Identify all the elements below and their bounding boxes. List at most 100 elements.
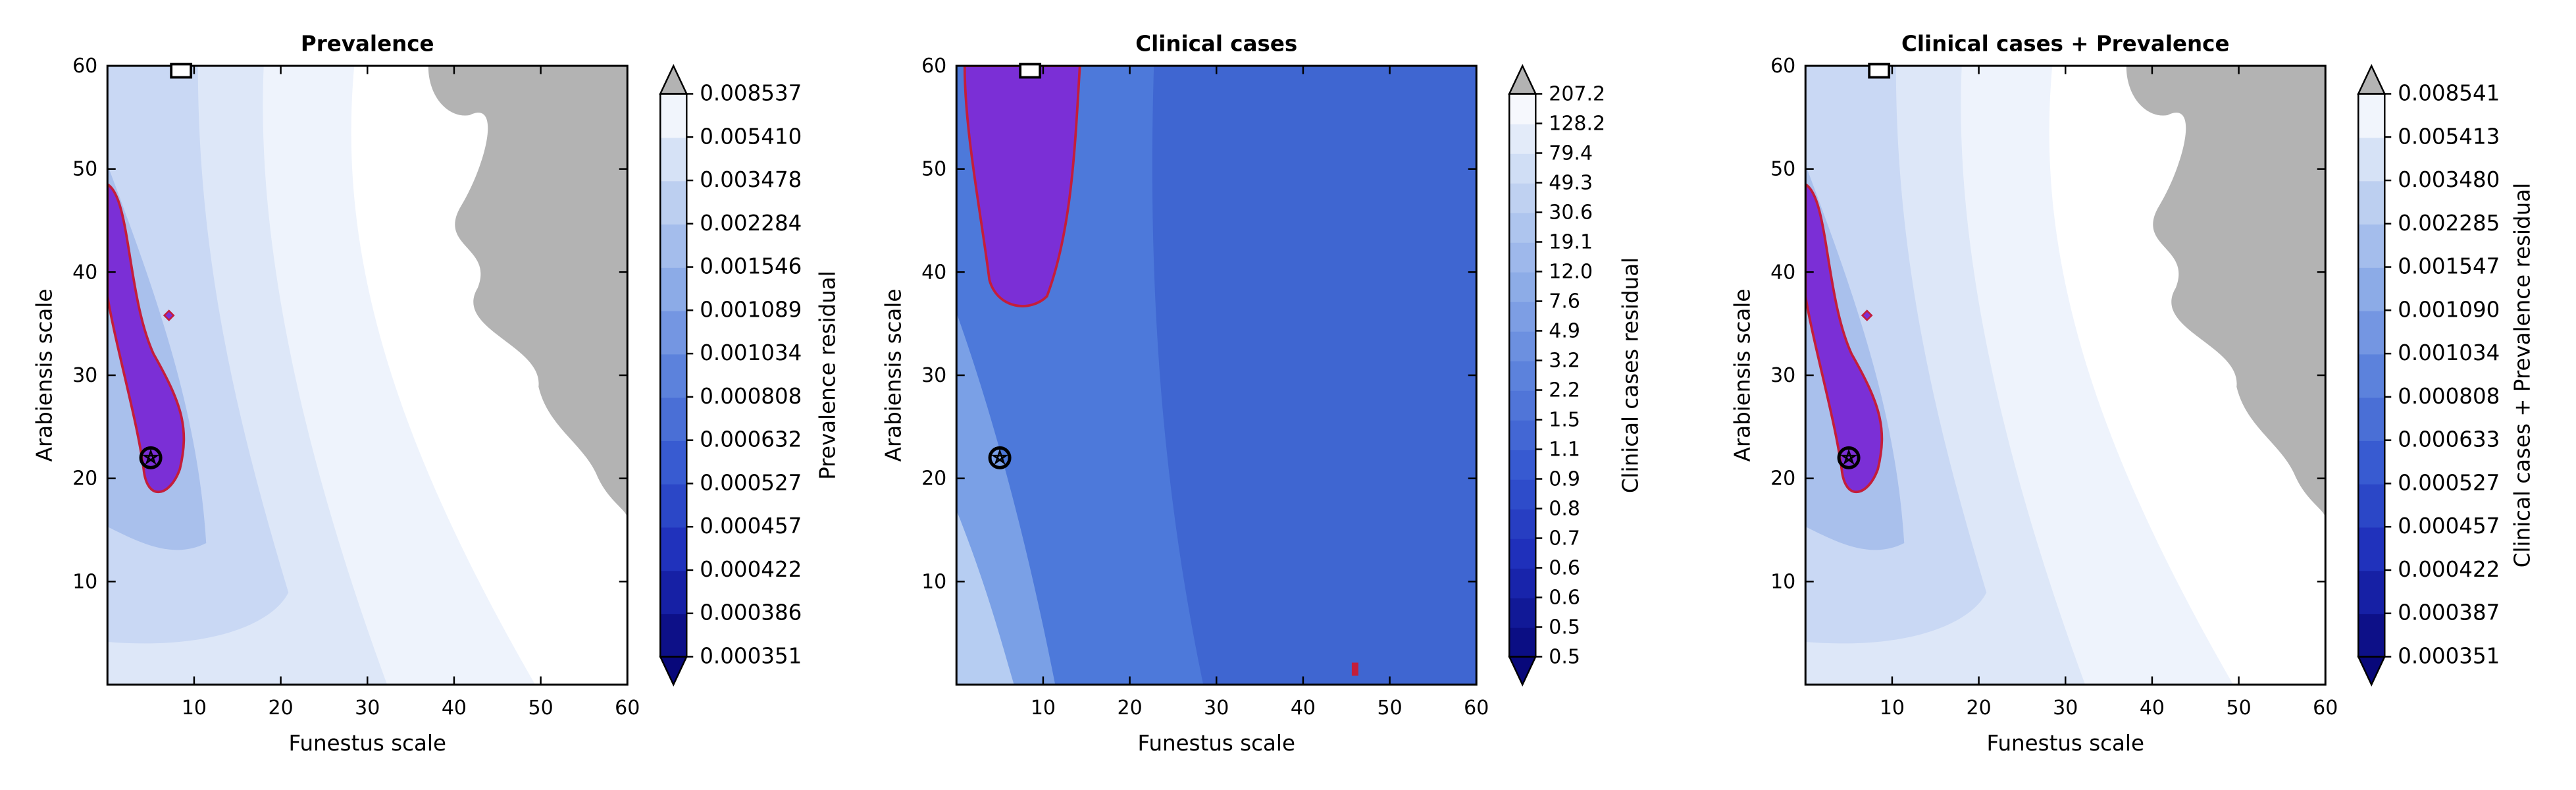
y-tick-label: 40 — [921, 261, 946, 284]
colorbar-tick-label: 0.7 — [1549, 527, 1580, 550]
colorbar-tick-label: 0.5 — [1549, 616, 1580, 639]
y-tick-label: 60 — [72, 55, 97, 78]
colorbar-tick-label: 0.002284 — [700, 211, 802, 236]
colorbar-extend-max — [659, 64, 688, 95]
y-tick-label: 50 — [921, 158, 946, 181]
x-tick-label: 40 — [2140, 697, 2165, 720]
colorbar-segment — [660, 527, 687, 571]
y-tick-label: 10 — [921, 570, 946, 593]
optimum-star-icon — [142, 448, 160, 465]
colorbar-tick-label: 0.6 — [1549, 557, 1580, 580]
contour-field — [1805, 66, 2326, 685]
colorbar-segment — [660, 223, 687, 268]
colorbar-tick-label: 1.1 — [1549, 438, 1580, 461]
masked-region — [2126, 66, 2326, 519]
x-axis-label: Funestus scale — [1138, 731, 1295, 756]
colorbar-segment — [1509, 627, 1536, 658]
colorbar-tick-label: 0.000386 — [700, 600, 802, 625]
colorbar-tick-label: 0.003478 — [700, 167, 802, 192]
y-tick-label: 30 — [921, 364, 946, 387]
colorbar-segment — [1509, 508, 1536, 539]
y-axis-label: Arabiensis scale — [1730, 289, 1755, 462]
colorbar-segment — [1509, 123, 1536, 154]
colorbar-tick-label: 4.9 — [1549, 320, 1580, 343]
small-purple-region — [163, 309, 175, 321]
colorbar-segment — [2358, 569, 2385, 614]
y-axis-label: Arabiensis scale — [32, 289, 57, 462]
colorbar-segment — [1509, 330, 1536, 361]
y-tick-label: 30 — [1770, 364, 1795, 387]
optimum-star-icon — [991, 448, 1009, 465]
colorbar-tick-label: 0.002285 — [2398, 211, 2500, 236]
y-tick-label: 10 — [72, 570, 97, 593]
x-tick-label: 30 — [355, 697, 380, 720]
colorbar-extend-min — [1508, 656, 1537, 687]
x-tick-label: 40 — [442, 697, 467, 720]
colorbar-segment — [1509, 212, 1536, 243]
y-tick-label: 50 — [1770, 158, 1795, 181]
contour-field — [107, 66, 628, 685]
y-tick-label: 60 — [921, 55, 946, 78]
chart-panel-1: 10 20 30 40 50 60 10 20 30 40 50 60 Prevalence Funest… — [32, 32, 840, 756]
x-tick-label: 60 — [615, 697, 640, 720]
masked-region — [428, 66, 628, 519]
colorbar-segment — [2358, 396, 2385, 441]
colorbar-segment — [1509, 479, 1536, 510]
colorbar-frame — [659, 93, 688, 658]
x-tick-label: 20 — [268, 697, 293, 720]
colorbar-segment — [660, 310, 687, 355]
colorbar-tick-label: 0.005413 — [2398, 124, 2500, 149]
x-tick-label: 10 — [1031, 697, 1056, 720]
x-tick-label: 60 — [2313, 697, 2338, 720]
colorbar-segment — [1509, 153, 1536, 184]
colorbar-tick-label: 0.000422 — [700, 557, 802, 582]
x-tick-label: 50 — [2226, 697, 2251, 720]
colorbar-label: Prevalence residual — [815, 271, 840, 479]
colorbar-segment — [1509, 182, 1536, 213]
colorbar-segment — [2358, 180, 2385, 225]
colorbar-tick-label: 0.003480 — [2398, 167, 2500, 192]
colorbar-tick-label: 79.4 — [1549, 142, 1593, 165]
x-tick-label: 30 — [1204, 697, 1229, 720]
colorbar-tick-label: 0.001089 — [700, 297, 802, 322]
colorbar-tick-label: 0.001034 — [2398, 340, 2500, 365]
colorbar-segment — [2358, 267, 2385, 311]
colorbar-tick-label: 0.005410 — [700, 124, 802, 149]
colorbar-tick-label: 207.2 — [1549, 83, 1605, 106]
colorbar-tick-label: 0.000808 — [700, 384, 802, 409]
colorbar-segment — [2358, 93, 2385, 138]
y-tick-label: 10 — [1770, 570, 1795, 593]
colorbar-segment — [1509, 390, 1536, 421]
colorbar-tick-label: 30.6 — [1549, 201, 1593, 224]
x-tick-label: 20 — [1117, 697, 1142, 720]
x-axis-label: Funestus scale — [1987, 731, 2144, 756]
colorbar-tick-label: 49.3 — [1549, 172, 1593, 195]
x-tick-label: 30 — [2053, 697, 2078, 720]
colorbar-segment — [1509, 567, 1536, 598]
colorbar-segment — [1509, 538, 1536, 569]
x-tick-label: 10 — [182, 697, 207, 720]
colorbar-segment — [2358, 354, 2385, 398]
y-tick-label: 40 — [72, 261, 97, 284]
colorbar-frame — [2357, 93, 2386, 658]
colorbar-tick-label: 0.008541 — [2398, 81, 2500, 106]
colorbar-label: Clinical cases residual — [1618, 257, 1643, 493]
colorbar-frame — [1508, 93, 1537, 658]
contour-band-3 — [956, 510, 1014, 685]
colorbar-segment — [660, 267, 687, 311]
small-red-region — [1351, 662, 1358, 676]
colorbar-segment — [1509, 271, 1536, 302]
colorbar-tick-label: 0.001546 — [700, 254, 802, 279]
colorbar-extend-min — [2357, 656, 2386, 687]
colorbar-tick-label: 0.001547 — [2398, 254, 2500, 279]
colorbar-tick-label: 0.000527 — [2398, 470, 2500, 495]
colorbar-label: Clinical cases + Prevalence residual — [2510, 183, 2535, 567]
colorbar-tick-label: 0.000457 — [700, 514, 802, 539]
x-tick-label: 40 — [1291, 697, 1316, 720]
y-tick-label: 20 — [72, 467, 97, 490]
colorbar-tick-label: 0.5 — [1549, 646, 1580, 669]
purple-region — [963, 66, 1081, 307]
x-tick-label: 10 — [1880, 697, 1905, 720]
colorbar-tick-label: 0.000351 — [2398, 644, 2500, 669]
